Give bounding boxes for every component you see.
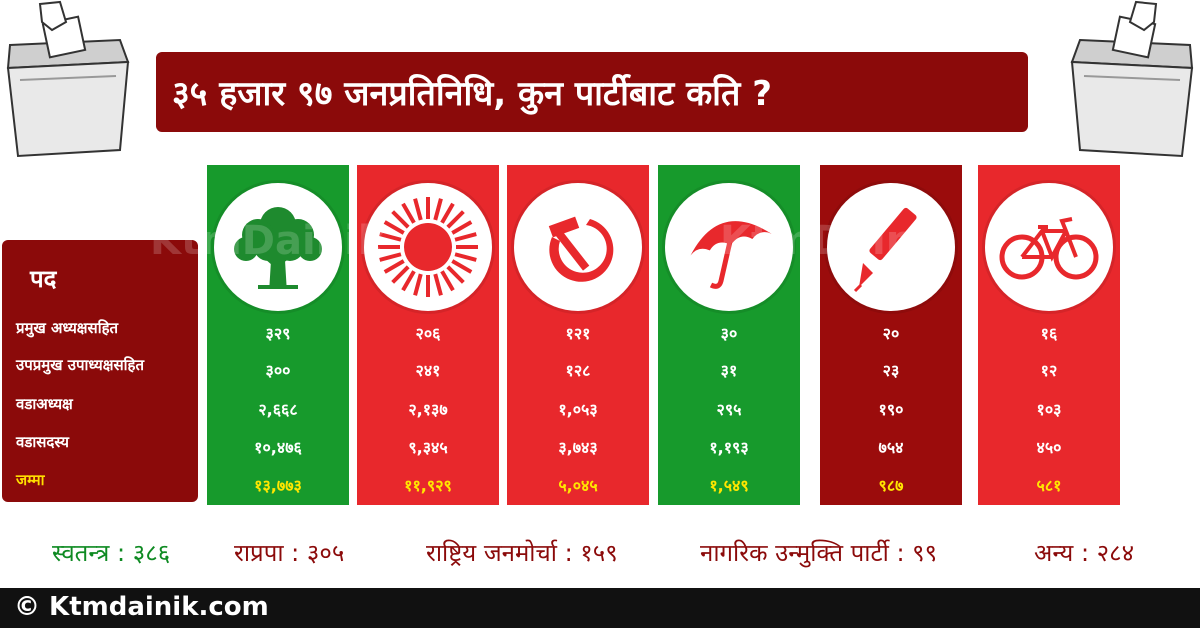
party-cell-value: ३०	[720, 324, 738, 343]
footer-bar: © Ktmdainik.com	[0, 588, 1200, 628]
party-total-value: ५८१	[1036, 476, 1062, 495]
row-label-ward-member: वडासदस्य	[16, 433, 69, 451]
party-total-value: ९८७	[878, 476, 904, 495]
party-cell-value: २,१३७	[408, 400, 448, 419]
tree-icon	[214, 183, 342, 311]
party-cell-value: ३००	[265, 361, 291, 380]
others-other: अन्य : २८४	[1034, 539, 1135, 567]
umbrella-icon	[665, 183, 793, 311]
party-cell-value: १२८	[565, 361, 591, 380]
pen-icon	[827, 183, 955, 311]
others-independent: स्वतन्त्र : ३८६	[52, 539, 171, 567]
footer-copyright: © Ktmdainik.com	[14, 592, 269, 622]
party-cell-value: १९०	[878, 400, 904, 419]
party-total-value: १३,७७३	[254, 476, 302, 495]
party-cell-value: २,६६८	[258, 400, 298, 419]
party-cell-value: २०६	[415, 324, 441, 343]
ballot-box-icon	[6, 0, 130, 158]
party-cell-value: १०,४७६	[254, 438, 302, 457]
hammer-sickle-icon	[514, 183, 642, 311]
party-cell-value: ३१	[720, 361, 738, 380]
party-cell-value: २०	[882, 324, 900, 343]
party-cell-value: १,०५३	[558, 400, 598, 419]
party-column-congress: ३२९ ३०० २,६६८ १०,४७६ १३,७७३	[207, 165, 349, 505]
party-column-uml: २०६ २४१ २,१३७ ९,३४५ ११,९२९	[357, 165, 499, 505]
party-column-jsp: २० २३ १९० ७५४ ९८७	[820, 165, 962, 505]
sun-icon	[364, 183, 492, 311]
party-total-value: १,५४९	[709, 476, 749, 495]
others-rpp-nepal: राप्रपा : ३०५	[234, 539, 345, 567]
party-cell-value: ३,७४३	[558, 438, 598, 457]
table-header: पद	[30, 265, 57, 293]
party-cell-value: १२१	[565, 324, 591, 343]
ballot-box-icon	[1070, 0, 1194, 158]
party-total-value: ५,०४५	[558, 476, 598, 495]
party-cell-value: २३	[882, 361, 900, 380]
page-title: ३५ हजार ९७ जनप्रतिनिधि, कुन पार्टीबाट कत…	[156, 52, 1028, 132]
row-label-ward-chair: वडाअध्यक्ष	[16, 395, 73, 413]
others-janamorcha: राष्ट्रिय जनमोर्चा : १५९	[426, 539, 618, 567]
party-cell-value: १०३	[1036, 400, 1062, 419]
party-cell-value: २४१	[415, 361, 441, 380]
bicycle-icon	[985, 183, 1113, 311]
party-column-maoist: १२१ १२८ १,०५३ ३,७४३ ५,०४५	[507, 165, 649, 505]
row-label-mayor: प्रमुख अध्यक्षसहित	[16, 319, 119, 337]
party-cell-value: ७५४	[878, 438, 904, 457]
party-column-rpp: ३० ३१ २९५ १,१९३ १,५४९	[658, 165, 800, 505]
party-cell-value: ३२९	[265, 324, 291, 343]
party-total-value: ११,९२९	[404, 476, 452, 495]
party-cell-value: १,१९३	[709, 438, 749, 457]
row-label-deputy-mayor: उपप्रमुख उपाध्यक्षसहित	[16, 356, 144, 374]
party-cell-value: १६	[1040, 324, 1058, 343]
party-cell-value: १२	[1040, 361, 1058, 380]
row-label-total: जम्मा	[16, 471, 45, 489]
row-label-panel	[2, 240, 198, 502]
party-cell-value: ९,३४५	[408, 438, 448, 457]
others-nagarik-unmukti: नागरिक उन्मुक्ति पार्टी : ९९	[700, 539, 938, 567]
party-cell-value: ४५०	[1036, 438, 1062, 457]
party-column-socialist: १६ १२ १०३ ४५० ५८१	[978, 165, 1120, 505]
party-cell-value: २९५	[716, 400, 742, 419]
